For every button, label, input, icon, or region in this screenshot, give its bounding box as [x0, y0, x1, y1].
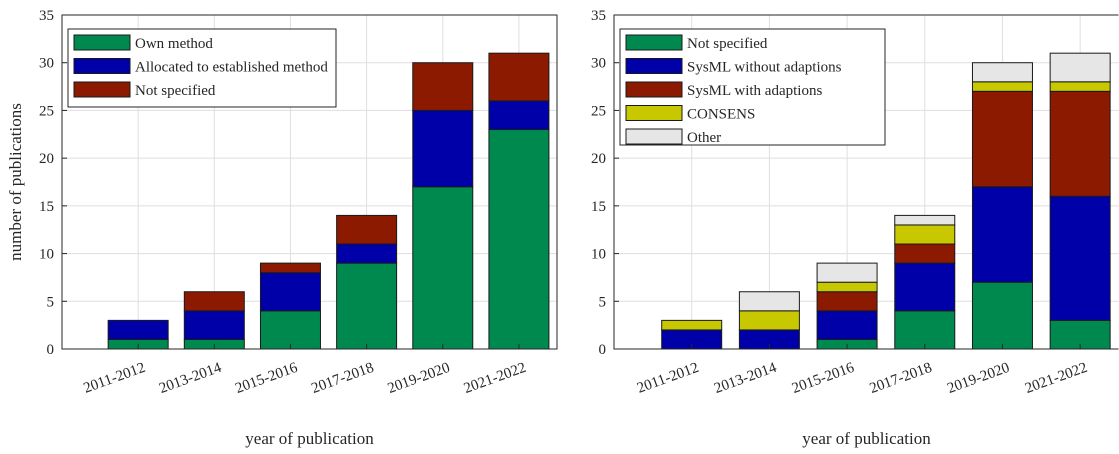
y-tick-label: 15 — [591, 199, 606, 215]
legend-swatch — [73, 34, 131, 51]
y-tick-label: 0 — [599, 342, 607, 358]
y-axis-label: number of publications — [6, 103, 25, 261]
y-tick-label: 10 — [39, 247, 54, 263]
bar-segment — [971, 62, 1033, 83]
plot-frame — [61, 14, 558, 350]
bar-segment — [183, 310, 245, 340]
legend-label: Other — [687, 130, 721, 146]
legend-swatch — [73, 81, 131, 98]
bar-segment — [107, 319, 169, 340]
legend-swatch — [625, 81, 683, 98]
bar-segment — [816, 262, 878, 283]
y-tick-label: 10 — [591, 247, 606, 263]
legend-label: Not specified — [687, 36, 768, 52]
x-axis-label: year of publication — [802, 429, 931, 448]
x-axis-label: year of publication — [245, 429, 374, 448]
bar-segment — [259, 262, 321, 274]
y-tick-label: 30 — [39, 56, 54, 72]
y-tick-label: 0 — [47, 342, 55, 358]
bar-segment — [661, 319, 723, 331]
legend-label: Allocated to established method — [135, 60, 328, 76]
bar-segment — [488, 100, 550, 131]
legend: Not specified SysML without adaptions SysM… — [619, 28, 886, 146]
bar-segment — [894, 214, 956, 226]
bar-segment — [971, 81, 1033, 92]
bar-segment — [412, 186, 474, 350]
y-tick-label: 25 — [591, 103, 606, 119]
bar-segment — [1049, 52, 1111, 83]
bar-segment — [488, 129, 550, 350]
legend-swatch — [625, 105, 683, 121]
bar-segment — [488, 52, 550, 102]
bar-segment — [259, 310, 321, 350]
bar-segment — [183, 291, 245, 312]
y-tick-label: 5 — [47, 294, 55, 310]
bar-segment — [971, 186, 1033, 283]
bar-segment — [336, 243, 398, 264]
y-tick-label: 35 — [39, 8, 54, 24]
y-tick-label: 20 — [591, 151, 606, 167]
bar-segment — [971, 281, 1033, 350]
bar-segment — [894, 310, 956, 350]
bar-segment — [1049, 195, 1111, 321]
bar-segment — [412, 109, 474, 188]
y-tick-label: 30 — [591, 56, 606, 72]
y-tick-label: 35 — [591, 8, 606, 24]
bar-segment — [336, 262, 398, 350]
bar-segment — [336, 214, 398, 245]
legend-swatch — [73, 58, 131, 74]
legend: Own method Allocated to established metho… — [67, 28, 337, 108]
legend-label: CONSENS — [687, 107, 755, 123]
bar-segment — [894, 262, 956, 312]
y-tick-label: 25 — [39, 103, 54, 119]
legend-label: SysML without adaptions — [687, 60, 842, 76]
y-tick-label: 15 — [39, 199, 54, 215]
bar-segment — [259, 272, 321, 312]
legend-swatch — [625, 34, 683, 51]
bars — [661, 52, 1111, 350]
bar-segment — [816, 281, 878, 293]
legend-label: Not specified — [135, 83, 216, 99]
bar-segment — [738, 291, 800, 312]
bar-segment — [971, 90, 1033, 188]
bar-segment — [412, 62, 474, 111]
y-tick-label: 5 — [599, 294, 607, 310]
legend-swatch — [625, 128, 683, 145]
bar-segment — [816, 310, 878, 340]
y-tick-label: 20 — [39, 151, 54, 167]
bar-segment — [894, 243, 956, 264]
bar-segment — [894, 224, 956, 245]
bar-segment — [816, 291, 878, 312]
plot-frame — [613, 14, 1119, 350]
y-axis-ticks: 0 5 10 15 20 25 30 35 — [39, 8, 67, 358]
legend-label: Own method — [135, 36, 213, 52]
bar-segment — [1049, 90, 1111, 197]
legend-label: SysML with adaptions — [687, 83, 822, 99]
bar-segment — [738, 310, 800, 331]
legend-swatch — [625, 58, 683, 74]
bar-segment — [1049, 81, 1111, 92]
y-axis-ticks: 0 5 10 15 20 25 30 35 — [591, 8, 619, 358]
